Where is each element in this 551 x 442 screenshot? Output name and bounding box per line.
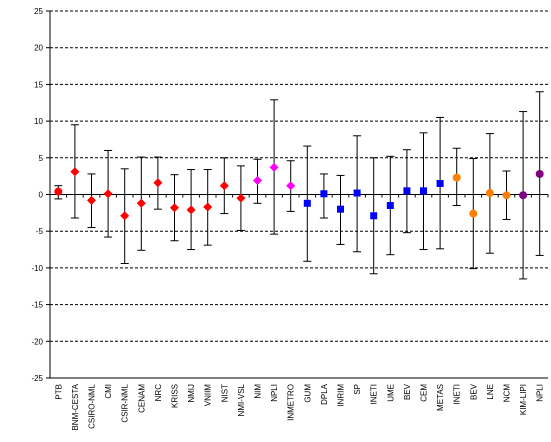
x-tick-label: GUM bbox=[303, 384, 312, 403]
x-tick-label: INETI bbox=[453, 384, 462, 404]
y-tick-label: -20 bbox=[31, 337, 43, 346]
y-tick-label: 20 bbox=[34, 44, 43, 53]
x-tick-label: BEV bbox=[469, 383, 478, 400]
data-point-diamond bbox=[269, 162, 279, 172]
y-tick-label: -5 bbox=[36, 227, 44, 236]
data-point-diamond bbox=[186, 205, 196, 215]
x-tick-label: INRIM bbox=[337, 384, 346, 407]
x-tick-label: PTB bbox=[54, 384, 63, 400]
gridlines bbox=[50, 10, 548, 342]
y-tick-label: 0 bbox=[39, 191, 44, 200]
data-point-circle bbox=[452, 173, 461, 182]
data-point-square bbox=[436, 179, 444, 187]
data-point-square bbox=[386, 202, 394, 210]
x-tick-label: DPLA bbox=[320, 383, 329, 405]
axes bbox=[46, 10, 549, 379]
x-tick-labels: PTB BNM-CESTA CSIRO-NML CMI CSIR-NML CENAM NRC… bbox=[54, 383, 544, 430]
x-tick-label: NPLI bbox=[270, 384, 279, 402]
data-point-circle bbox=[535, 169, 544, 178]
data-point-diamond bbox=[253, 176, 262, 186]
x-tick-label: CEM bbox=[420, 384, 429, 402]
data-point-diamond bbox=[286, 181, 296, 191]
y-tick-label: -25 bbox=[31, 374, 43, 383]
x-tick-label: NMI-VSL bbox=[237, 383, 246, 416]
y-tick-labels: -25 -20 -15 -10 -5 0 5 10 15 20 25 bbox=[31, 7, 43, 383]
x-tick-label: INETI bbox=[370, 384, 379, 404]
data-point-circle bbox=[502, 191, 511, 200]
x-tick-label: NIM bbox=[254, 384, 263, 399]
x-tick-label: INMETRO bbox=[287, 384, 296, 421]
x-tick-label: METAS bbox=[436, 384, 445, 411]
x-tick-label: CSIR-NML bbox=[121, 383, 130, 422]
x-tick-label: CMI bbox=[104, 384, 113, 399]
x-tick-label: CSIRO-NML bbox=[88, 383, 97, 428]
data-point-circle bbox=[54, 187, 63, 196]
x-tick-label: VNIIM bbox=[204, 384, 213, 407]
x-tick-label: CENAM bbox=[137, 384, 146, 413]
x-tick-label: KIM-LIPI bbox=[519, 384, 528, 415]
data-point-diamond bbox=[153, 178, 163, 188]
data-point-square bbox=[353, 189, 361, 197]
data-point-diamond bbox=[170, 203, 179, 213]
x-tick-label: NRC bbox=[154, 384, 163, 402]
y-tick-label: 5 bbox=[39, 154, 44, 163]
x-tick-label: LNE bbox=[486, 384, 495, 400]
data-point-square bbox=[320, 190, 328, 198]
x-tick-label: UME bbox=[386, 384, 395, 402]
data-point-square bbox=[337, 205, 344, 213]
x-tick-label: NMIJ bbox=[187, 384, 196, 403]
x-tick-label: NPLI bbox=[536, 384, 545, 402]
data-point-square bbox=[370, 212, 378, 220]
x-tick-label: NCM bbox=[503, 384, 512, 403]
y-tick-label: 15 bbox=[34, 80, 43, 89]
y-tick-label: 10 bbox=[34, 117, 43, 126]
x-tick-label: SP bbox=[353, 384, 362, 395]
data-markers bbox=[54, 162, 544, 221]
data-point-diamond bbox=[219, 181, 229, 191]
data-point-circle bbox=[519, 191, 528, 200]
data-point-diamond bbox=[103, 189, 113, 199]
data-point-diamond bbox=[70, 167, 80, 177]
data-point-circle bbox=[469, 209, 478, 218]
data-point-circle bbox=[485, 189, 494, 198]
data-point-diamond bbox=[203, 202, 213, 212]
data-point-square bbox=[403, 187, 411, 195]
data-point-square bbox=[303, 199, 311, 207]
y-tick-label: -15 bbox=[31, 301, 43, 310]
x-tick-label: BNM-CESTA bbox=[71, 383, 80, 430]
data-point-diamond bbox=[87, 195, 96, 205]
x-tick-label: KRISS bbox=[171, 384, 180, 408]
x-tick-label: BEV bbox=[403, 383, 412, 400]
y-tick-label: -10 bbox=[31, 264, 43, 273]
y-tick-label: 25 bbox=[34, 7, 43, 16]
data-point-square bbox=[420, 187, 427, 195]
data-point-diamond bbox=[136, 198, 146, 208]
x-tick-label: NIST bbox=[220, 384, 229, 402]
data-point-diamond bbox=[236, 193, 246, 203]
data-point-diamond bbox=[120, 211, 130, 221]
